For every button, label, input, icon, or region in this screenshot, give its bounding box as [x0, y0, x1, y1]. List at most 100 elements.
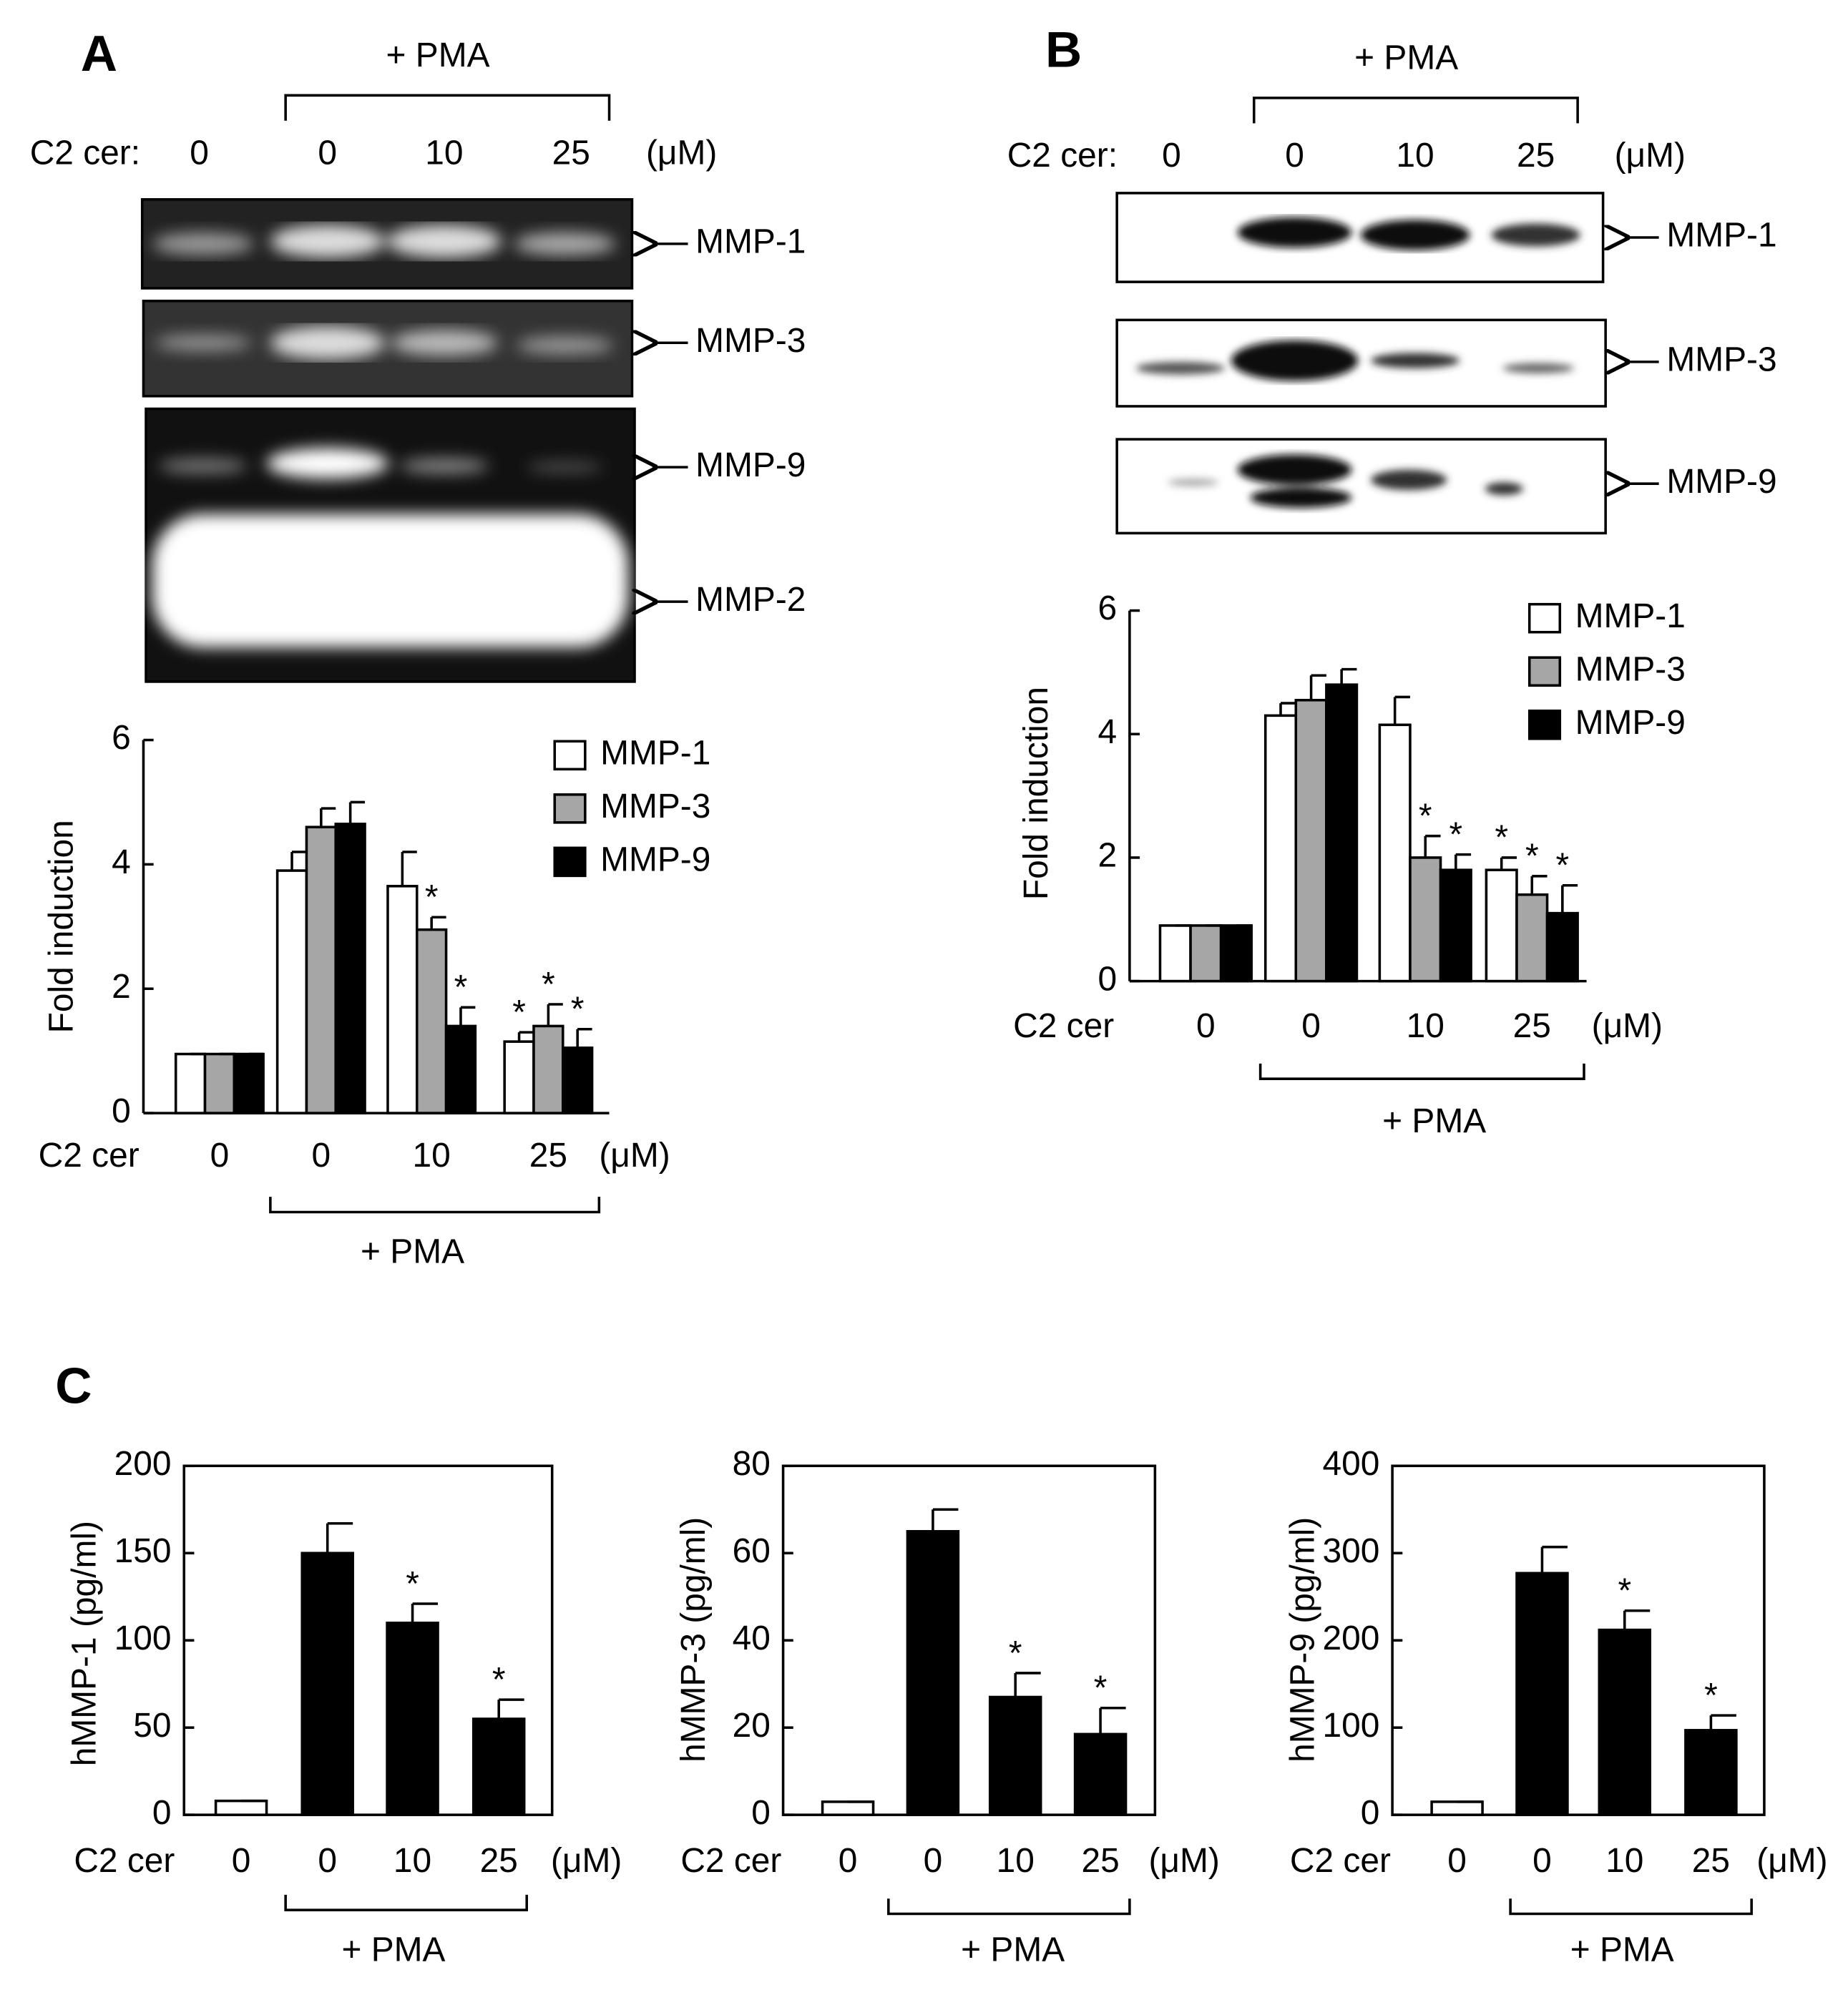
bar [233, 1052, 265, 1114]
bar [386, 885, 419, 1114]
significance-mark: * [1094, 1670, 1108, 1707]
bar [203, 1052, 236, 1114]
dose: 0 [190, 134, 209, 172]
error-bar [1561, 884, 1578, 913]
unit-label: (μM) [1756, 1842, 1827, 1880]
bar [1515, 1572, 1569, 1816]
y-axis-label: Fold induction [1017, 687, 1055, 900]
significance-mark: * [492, 1661, 506, 1699]
error-bar [1099, 1706, 1126, 1735]
error-bar [320, 807, 336, 828]
bar [1430, 1800, 1484, 1816]
y-tick-label: 2 [1098, 837, 1118, 875]
bar [1684, 1729, 1738, 1816]
bracket [1252, 97, 1579, 124]
panel-letter: B [1045, 22, 1082, 79]
bar [1439, 868, 1472, 983]
y-tick-label: 150 [114, 1532, 172, 1570]
error-bar [326, 1522, 353, 1554]
legend-swatch [1527, 709, 1562, 740]
legend-swatch [1527, 602, 1562, 634]
bar [334, 823, 366, 1114]
significance-mark: * [571, 991, 585, 1029]
legend-label: MMP-3 [600, 788, 710, 825]
error-bar [459, 1006, 476, 1026]
bar [1485, 868, 1518, 983]
error-bar [547, 1003, 563, 1026]
unit-label: (μM) [1148, 1842, 1219, 1880]
error-bar [1709, 1714, 1736, 1730]
x-axis-label: C2 cer [680, 1842, 781, 1880]
significance-mark: * [542, 966, 555, 1004]
bar [1189, 924, 1223, 983]
bracket [269, 1197, 601, 1214]
band-label: MMP-3 [695, 322, 806, 360]
x-tick-label: 25 [480, 1842, 518, 1880]
legend-label: MMP-1 [600, 734, 710, 772]
y-tick-label: 60 [733, 1532, 771, 1570]
legend-swatch [553, 793, 587, 824]
bracket [887, 1898, 1131, 1916]
bracket-label: + PMA [361, 1233, 464, 1271]
significance-mark: * [406, 1565, 419, 1603]
error-bar [401, 851, 417, 886]
bar [1294, 698, 1328, 983]
bar [1598, 1628, 1652, 1816]
dose-label: C2 cer: [1007, 137, 1118, 175]
significance-mark: * [1449, 815, 1463, 853]
bar [532, 1024, 564, 1114]
bracket [1258, 1063, 1585, 1080]
significance-mark: * [512, 994, 526, 1031]
legend-label: MMP-9 [600, 840, 710, 878]
bar [300, 1552, 354, 1816]
dose: 25 [552, 134, 590, 172]
error-bar [290, 851, 307, 871]
bar [988, 1695, 1042, 1816]
x-tick-label: 10 [1605, 1842, 1643, 1880]
legend-swatch [1527, 656, 1562, 687]
x-tick-label: 0 [210, 1137, 230, 1175]
bar [444, 1024, 477, 1114]
error-bar [348, 800, 366, 824]
x-axis-label: C2 cer [1013, 1007, 1114, 1045]
unit-label: (μM) [599, 1137, 670, 1175]
dose: 0 [1285, 137, 1304, 175]
bar [1219, 924, 1253, 983]
dose: 0 [318, 134, 337, 172]
x-tick-label: 10 [393, 1842, 431, 1880]
bracket [284, 1894, 528, 1911]
treatment-label: + PMA [386, 36, 490, 74]
x-tick-label: 0 [232, 1842, 251, 1880]
y-tick-label: 6 [112, 719, 131, 757]
bar [1515, 893, 1549, 983]
bar [1378, 723, 1412, 983]
bracket-label: + PMA [341, 1931, 445, 1969]
bracket-label: + PMA [1382, 1102, 1486, 1140]
significance-mark: * [1556, 847, 1570, 885]
error-bar [497, 1698, 524, 1719]
significance-mark: * [1419, 798, 1432, 835]
y-tick-label: 6 [1098, 589, 1118, 627]
bar [562, 1046, 594, 1114]
band-label: MMP-9 [1666, 463, 1776, 501]
significance-mark: * [454, 969, 468, 1006]
y-tick-label: 200 [114, 1445, 172, 1483]
x-tick-label: 0 [318, 1842, 337, 1880]
error-bar [1540, 1545, 1568, 1574]
panel-letter: A [81, 26, 117, 82]
error-bar [1500, 856, 1517, 871]
x-tick-label: 0 [924, 1842, 943, 1880]
error-bar [1393, 695, 1410, 725]
unit: (μM) [646, 134, 717, 172]
band-label: MMP-1 [1666, 217, 1776, 255]
unit-label: (μM) [1592, 1007, 1663, 1045]
y-axis-label: hMMP-3 (pg/ml) [675, 1517, 713, 1763]
legend-swatch [553, 740, 587, 771]
unit: (μM) [1615, 137, 1686, 175]
significance-mark: * [1618, 1572, 1631, 1610]
error-bar [932, 1508, 959, 1531]
error-bar [576, 1027, 592, 1048]
y-axis-label: hMMP-1 (pg/ml) [65, 1521, 103, 1766]
significance-mark: * [1704, 1677, 1718, 1715]
significance-mark: * [1009, 1634, 1022, 1672]
